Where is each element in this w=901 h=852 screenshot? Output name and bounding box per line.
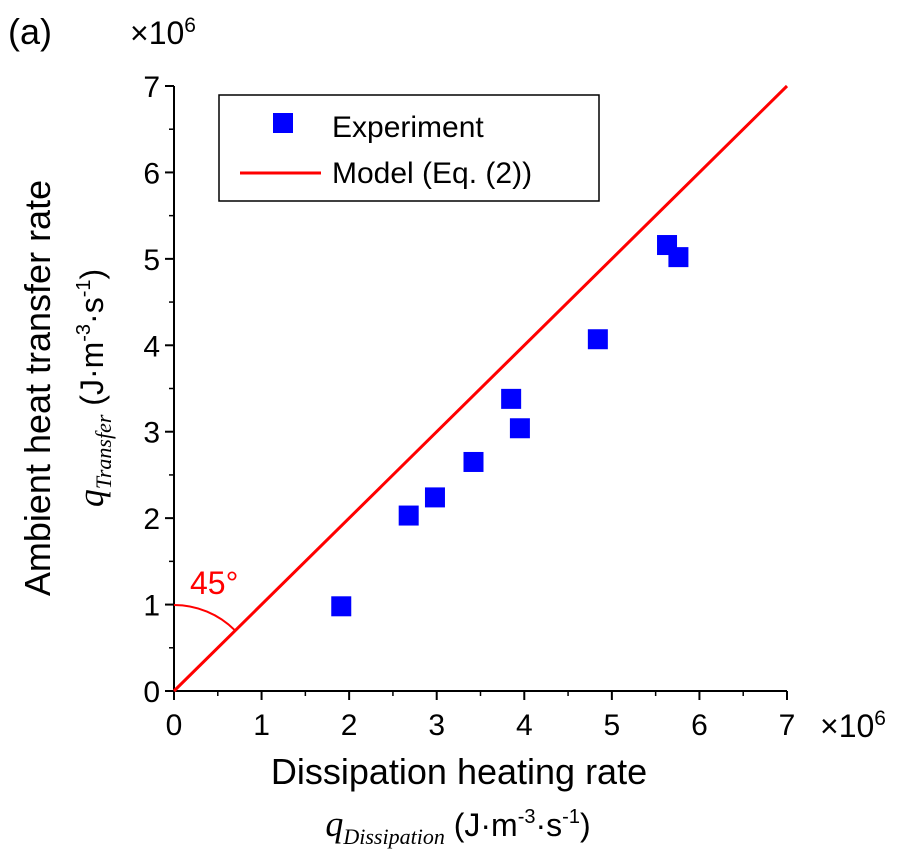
- legend-marker-experiment: [273, 113, 293, 133]
- x-unit-open: (J·m: [445, 807, 518, 843]
- data-point-experiment: [509, 418, 530, 439]
- data-point-experiment: [501, 388, 522, 409]
- y-symbol: q: [71, 489, 111, 507]
- angle-annotation: 45°: [190, 565, 238, 601]
- x-tick-label: 1: [253, 709, 270, 742]
- tick-labels: 0 1 2 3 4 5 6 7 0 1 2 3 4 5 6 7: [143, 71, 795, 742]
- y-unit-open: (J·m: [74, 342, 110, 415]
- y-tick-label: 7: [143, 71, 160, 104]
- legend-box: [218, 94, 600, 202]
- data-point-experiment: [463, 451, 484, 472]
- model-layer: [172, 84, 789, 693]
- ticks: [165, 85, 788, 700]
- x-unit-sup2: -1: [562, 806, 580, 828]
- x-multiplier-base: ×10: [820, 708, 874, 744]
- y-unit-sup1: -3: [73, 324, 95, 342]
- y-symbol-subscript: Transfer: [91, 414, 116, 489]
- x-tick-label: 3: [428, 709, 445, 742]
- y-tick-label: 1: [143, 590, 160, 623]
- data-point-experiment: [424, 487, 445, 508]
- y-tick-label: 0: [143, 676, 160, 709]
- y-tick-label: 2: [143, 503, 160, 536]
- panel-label: (a): [8, 11, 52, 52]
- y-axis-unit-label: qTransfer (J·m-3·s-1): [71, 269, 116, 507]
- y-axis-title: Ambient heat transfer rate: [17, 180, 58, 596]
- model-line: [172, 84, 789, 693]
- angle-arc: [173, 604, 236, 631]
- y-tick-label: 5: [143, 244, 160, 277]
- legend-label-experiment: Experiment: [332, 111, 484, 144]
- data-point-experiment: [668, 247, 689, 268]
- x-unit-mid: ·s: [536, 807, 563, 843]
- x-multiplier-exp: 6: [874, 707, 886, 730]
- x-symbol-subscript: Dissipation: [342, 824, 444, 849]
- points-layer: [331, 235, 689, 617]
- y-tick-label: 6: [143, 157, 160, 190]
- data-point-experiment: [587, 329, 608, 350]
- x-multiplier: ×106: [820, 707, 886, 744]
- x-tick-label: 2: [341, 709, 358, 742]
- x-tick-label: 4: [516, 709, 533, 742]
- x-unit-close: ): [580, 807, 591, 843]
- data-point-experiment: [398, 505, 419, 526]
- y-tick-label: 4: [143, 330, 160, 363]
- legend-label-model: Model (Eq. (2)): [332, 157, 532, 190]
- y-tick-label: 3: [143, 417, 160, 450]
- y-unit-close: ): [74, 269, 110, 280]
- legend: Experiment Model (Eq. (2)): [218, 94, 600, 202]
- x-axis-unit-label: qDissipation (J·m-3·s-1): [325, 804, 590, 849]
- y-unit-sup2: -1: [73, 279, 95, 297]
- data-point-experiment: [331, 596, 352, 617]
- x-unit-sup1: -3: [518, 806, 536, 828]
- x-axis-title: Dissipation heating rate: [271, 751, 647, 792]
- y-unit-mid: ·s: [74, 297, 110, 324]
- x-tick-label: 0: [166, 709, 183, 742]
- x-tick-label: 7: [779, 709, 796, 742]
- x-tick-label: 6: [691, 709, 708, 742]
- x-tick-label: 5: [604, 709, 621, 742]
- y-multiplier-exp: 6: [184, 14, 196, 37]
- x-symbol: q: [325, 804, 343, 844]
- y-multiplier: ×106: [130, 14, 196, 51]
- y-multiplier-base: ×10: [130, 15, 184, 51]
